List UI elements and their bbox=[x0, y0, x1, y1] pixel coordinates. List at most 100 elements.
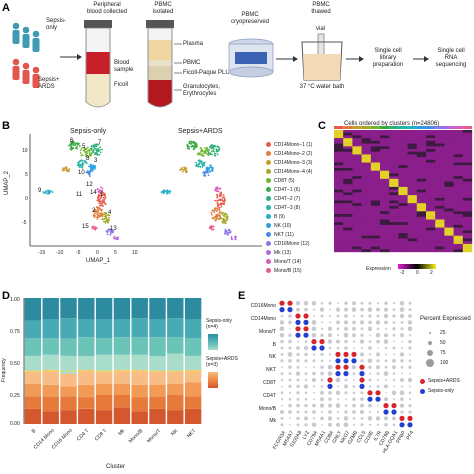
dotplot-dot bbox=[335, 422, 341, 427]
umap-point bbox=[92, 164, 95, 167]
umap-point bbox=[103, 200, 106, 202]
heatmap-title: Cells ordered by clusters (n=24806) bbox=[344, 121, 440, 127]
dotplot-dot bbox=[392, 346, 396, 350]
umap-point bbox=[223, 198, 226, 200]
umap-point bbox=[92, 144, 95, 147]
dotplot-dot bbox=[336, 327, 340, 331]
heatmap-cell bbox=[361, 214, 371, 217]
heatmap-cell bbox=[380, 140, 390, 144]
umap-point bbox=[210, 144, 213, 146]
dotplot-dot bbox=[288, 378, 292, 382]
bar-ytick: 0.50 bbox=[10, 361, 20, 367]
dotplot-dot bbox=[392, 416, 396, 421]
dotplot-dot bbox=[287, 300, 293, 306]
umap-point bbox=[226, 216, 229, 219]
heatmap-cell bbox=[352, 233, 362, 236]
umap-legend-label: B (9) bbox=[274, 213, 285, 220]
ficoll-label: Ficoll bbox=[114, 82, 129, 88]
heatmap-cell bbox=[370, 168, 381, 171]
bar-segment bbox=[78, 397, 95, 409]
heatmap-cluster-strip bbox=[435, 126, 445, 129]
blood-sample-label: Blood sample bbox=[114, 60, 134, 73]
heatmap-cell bbox=[361, 149, 371, 152]
heatmap-cell bbox=[462, 168, 473, 171]
heatmap-cluster-strip bbox=[380, 126, 390, 129]
heatmap-cell bbox=[462, 159, 473, 163]
umap-point bbox=[104, 212, 107, 214]
umap-point bbox=[86, 146, 89, 149]
heatmap-cell bbox=[416, 211, 427, 215]
dotplot-dot bbox=[351, 358, 357, 364]
heatmap-cell bbox=[453, 249, 463, 253]
dotplot-dot bbox=[312, 371, 316, 376]
dotplot-dot bbox=[352, 403, 356, 408]
bar-segment bbox=[42, 369, 59, 385]
heatmap-cell bbox=[444, 140, 454, 144]
dotplot-dot bbox=[320, 390, 324, 395]
heatmap-cell bbox=[334, 157, 344, 160]
dotplot-dot bbox=[320, 371, 324, 376]
heatmap-cell bbox=[426, 195, 436, 198]
heatmap-cell bbox=[334, 149, 344, 152]
umap-point bbox=[96, 218, 99, 220]
umap-point bbox=[96, 153, 99, 156]
heatmap-cell bbox=[453, 132, 463, 136]
heatmap-cell bbox=[407, 168, 417, 171]
heatmap-cell bbox=[389, 143, 399, 147]
bar-segment bbox=[78, 337, 95, 356]
dotplot-dot bbox=[335, 358, 341, 364]
heatmap-cell bbox=[352, 211, 362, 215]
heatmap-cell bbox=[380, 235, 390, 239]
umap-point bbox=[90, 163, 92, 166]
umap-point bbox=[226, 213, 228, 216]
umap-point bbox=[211, 213, 213, 216]
umap-point bbox=[102, 196, 105, 199]
dotplot-dot bbox=[320, 327, 324, 330]
umap-point bbox=[205, 171, 208, 174]
dotplot-dot bbox=[295, 326, 301, 332]
umap-point bbox=[186, 147, 189, 150]
heatmap-cell bbox=[389, 203, 399, 207]
heatmap-cell bbox=[444, 157, 454, 160]
heatmap-cell bbox=[361, 227, 371, 231]
heatmap-cell bbox=[407, 186, 417, 190]
bar-segment bbox=[167, 371, 184, 384]
heatmap-cell bbox=[361, 168, 371, 171]
umap-point bbox=[168, 192, 171, 194]
bar-segment bbox=[60, 410, 77, 424]
umap-point bbox=[92, 227, 94, 230]
heatmap-cell bbox=[343, 173, 353, 177]
umap-point bbox=[107, 214, 110, 216]
heatmap-cell bbox=[398, 140, 408, 144]
heatmap-cell bbox=[343, 243, 353, 247]
bar-segment bbox=[131, 298, 148, 319]
heatmap-cell bbox=[416, 241, 427, 245]
dotplot-dot bbox=[352, 397, 356, 401]
umap-point bbox=[104, 193, 106, 195]
heatmap-cell bbox=[334, 195, 344, 198]
dotplot-dot bbox=[392, 423, 396, 427]
umap-cluster-number: 8 bbox=[86, 156, 90, 162]
heatmap-cell bbox=[462, 165, 473, 169]
umap-point bbox=[99, 204, 101, 207]
umap-point bbox=[97, 214, 100, 217]
heatmap-cell bbox=[352, 243, 362, 247]
heatmap-cell bbox=[398, 227, 408, 231]
umap-point bbox=[199, 152, 201, 154]
dotplot-dot bbox=[304, 423, 308, 427]
umap-point bbox=[68, 145, 70, 147]
heatmap-cell bbox=[343, 184, 353, 188]
heatmap-cell bbox=[361, 173, 371, 177]
heatmap-cell bbox=[361, 132, 371, 136]
umap-legend-label: Mono/B (15) bbox=[274, 267, 302, 274]
heatmap-cell bbox=[453, 227, 463, 231]
heatmap-cell bbox=[389, 170, 399, 174]
heatmap-cell bbox=[416, 170, 427, 174]
dotplot-dot bbox=[295, 301, 301, 306]
umap-point bbox=[219, 211, 222, 214]
umap-cluster-number: 2 bbox=[92, 208, 96, 214]
heatmap-cell bbox=[361, 246, 371, 250]
heatmap-cell bbox=[370, 186, 381, 190]
dotplot-dot bbox=[375, 390, 381, 396]
heatmap-cell bbox=[352, 143, 362, 147]
